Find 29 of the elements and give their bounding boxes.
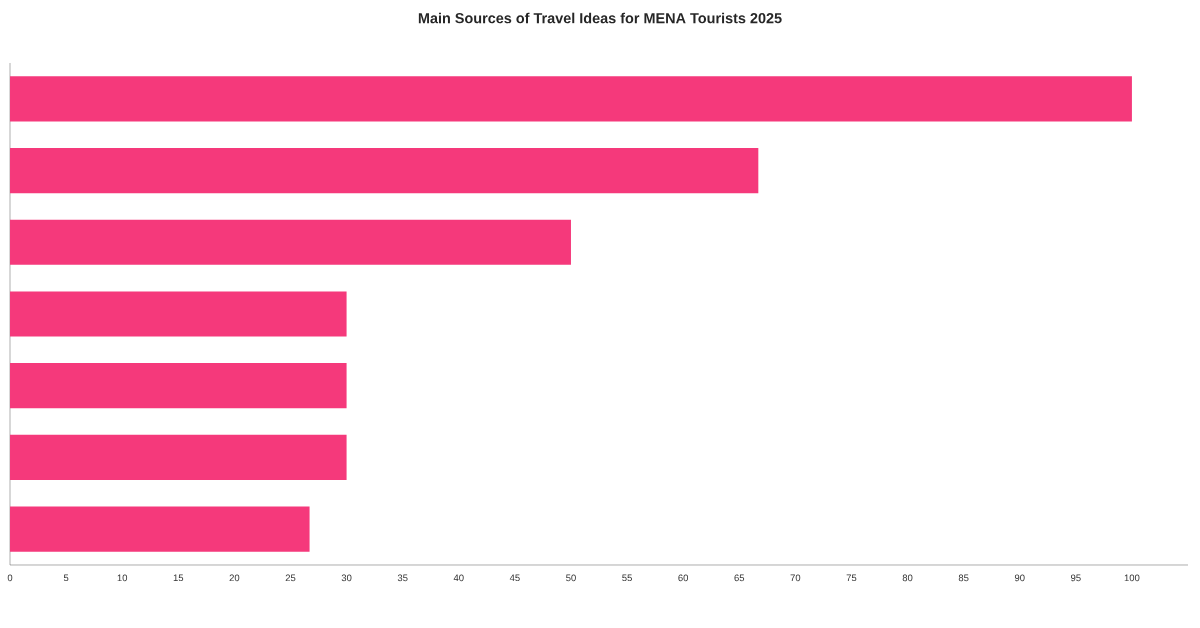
x-tick-label: 70: [790, 574, 801, 582]
x-tick-label: 15: [173, 574, 184, 582]
bar: [10, 506, 310, 552]
x-tick-label: 75: [846, 574, 857, 582]
x-tick-label: 55: [622, 574, 632, 582]
x-tick-label: 30: [341, 574, 352, 582]
x-tick-label: 50: [566, 574, 576, 582]
bar: [10, 291, 347, 337]
x-tick-label: 35: [397, 574, 408, 582]
chart-title: Main Sources of Travel Ideas for MENA Tourists 2025: [418, 12, 782, 24]
x-tick-label: 100: [1124, 574, 1140, 582]
x-tick-label: 40: [453, 574, 464, 582]
bar: [10, 219, 571, 265]
x-tick-label: 65: [734, 574, 745, 582]
x-tick-label: 45: [509, 574, 520, 582]
x-tick-label: 0: [7, 574, 13, 582]
bar: [10, 147, 759, 194]
x-tick-label: 10: [117, 574, 128, 582]
bar: [10, 434, 347, 481]
x-tick-label: 25: [285, 574, 296, 582]
bar: [10, 363, 347, 409]
x-tick-label: 5: [63, 574, 69, 582]
x-tick-label: 80: [902, 574, 913, 582]
bar: [10, 76, 1132, 122]
x-tick-label: 85: [958, 574, 969, 582]
x-tick-label: 95: [1071, 574, 1081, 582]
x-tick-label: 60: [678, 574, 689, 582]
x-tick-label: 90: [1014, 574, 1025, 582]
x-tick-label: 20: [229, 574, 240, 582]
